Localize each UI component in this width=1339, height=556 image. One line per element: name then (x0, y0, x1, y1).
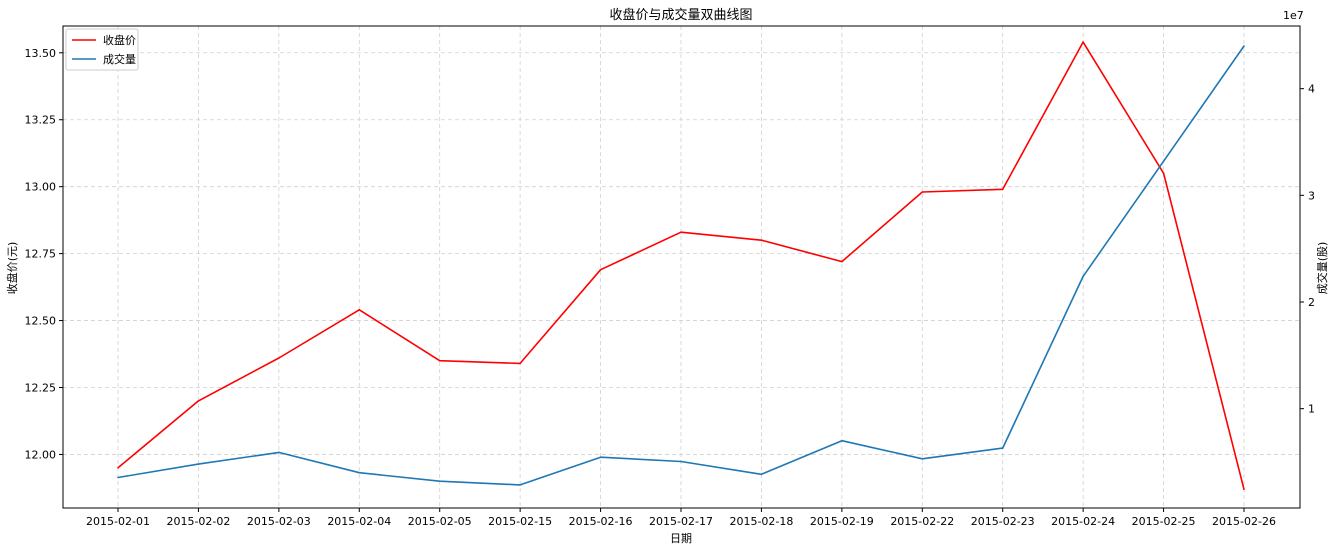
x-tick-label: 2015-02-25 (1132, 515, 1196, 528)
volume-point (921, 458, 924, 460)
y-left-tick-label: 12.50 (25, 315, 57, 328)
y-left-tick-label: 12.75 (25, 248, 57, 261)
x-axis-ticks: 2015-02-01 2015-02-02 2015-02-03 2015-02-04… (86, 508, 1276, 528)
y-right-tick-label: 2 (1308, 296, 1315, 309)
close-price-point (1001, 188, 1004, 191)
grid (63, 26, 1300, 508)
x-tick-label: 2015-02-26 (1212, 515, 1276, 528)
y-left-tick-label: 12.25 (25, 382, 57, 395)
y-left-tick-label: 13.50 (25, 47, 57, 60)
close-price-point (438, 359, 441, 362)
x-tick-label: 2015-02-16 (569, 515, 633, 528)
close-price-point (599, 268, 602, 271)
x-tick-label: 2015-02-05 (408, 515, 472, 528)
y-left-tick-label: 13.00 (25, 181, 57, 194)
volume-point (1162, 160, 1165, 162)
close-price-point (1162, 172, 1165, 175)
volume-point (680, 460, 682, 463)
x-tick-label: 2015-02-15 (488, 515, 552, 528)
volume-point (438, 480, 441, 483)
x-tick-label: 2015-02-22 (890, 515, 954, 528)
x-tick-label: 2015-02-17 (649, 515, 713, 528)
y-left-tick-label: 13.25 (25, 114, 57, 127)
volume-point (599, 456, 602, 459)
close-price-point (841, 260, 843, 263)
x-tick-label: 2015-02-23 (971, 515, 1035, 528)
x-tick-label: 2015-02-18 (729, 515, 793, 528)
close-price-point (760, 239, 763, 242)
x-axis-label: 日期 (670, 532, 692, 545)
legend-label-close: 收盘价 (103, 33, 136, 47)
volume-point (760, 473, 763, 476)
volume-point (1243, 45, 1245, 47)
chart-title: 收盘价与成交量双曲线图 (609, 7, 752, 23)
x-tick-label: 2015-02-04 (327, 515, 391, 528)
close-price-point (519, 362, 521, 365)
close-price-point (197, 400, 200, 402)
y-right-tick-label: 1 (1308, 403, 1315, 416)
volume-point (358, 471, 361, 474)
volume-point (117, 476, 119, 479)
x-tick-label: 2015-02-02 (166, 515, 230, 528)
close-price-point (680, 231, 682, 233)
close-price-point (921, 191, 924, 193)
y-axis-right-ticks: 1 2 3 4 (1300, 83, 1315, 416)
volume-point (519, 484, 521, 486)
y-axis-right-label: 成交量(股) (1315, 242, 1329, 295)
close-price-point (117, 467, 119, 469)
volume-point (197, 463, 200, 465)
y-axis-left-ticks: 12.00 12.25 12.50 12.75 13.00 13.25 13.50 (25, 47, 63, 461)
y-right-tick-label: 3 (1308, 189, 1315, 202)
y-axis-left-label: 收盘价(元) (5, 242, 19, 295)
x-tick-label: 2015-02-01 (86, 515, 150, 528)
close-price-point (1243, 488, 1245, 491)
close-price-point (358, 309, 361, 311)
volume-point (278, 451, 280, 454)
volume-point (1001, 447, 1004, 449)
x-tick-label: 2015-02-19 (810, 515, 874, 528)
legend: 收盘价 成交量 (65, 28, 139, 71)
volume-point (1082, 275, 1084, 278)
plot-frame (62, 25, 1301, 509)
legend-label-volume: 成交量 (103, 52, 136, 66)
y-right-tick-label: 4 (1308, 83, 1315, 96)
series-lines (117, 41, 1245, 491)
x-tick-label: 2015-02-03 (247, 515, 311, 528)
close-price-point (1082, 41, 1084, 43)
y-left-tick-label: 12.00 (25, 448, 57, 461)
volume-point (841, 439, 843, 442)
y-axis-right-multiplier: 1e7 (1283, 9, 1304, 22)
close-price-point (278, 357, 280, 359)
x-tick-label: 2015-02-24 (1051, 515, 1115, 528)
